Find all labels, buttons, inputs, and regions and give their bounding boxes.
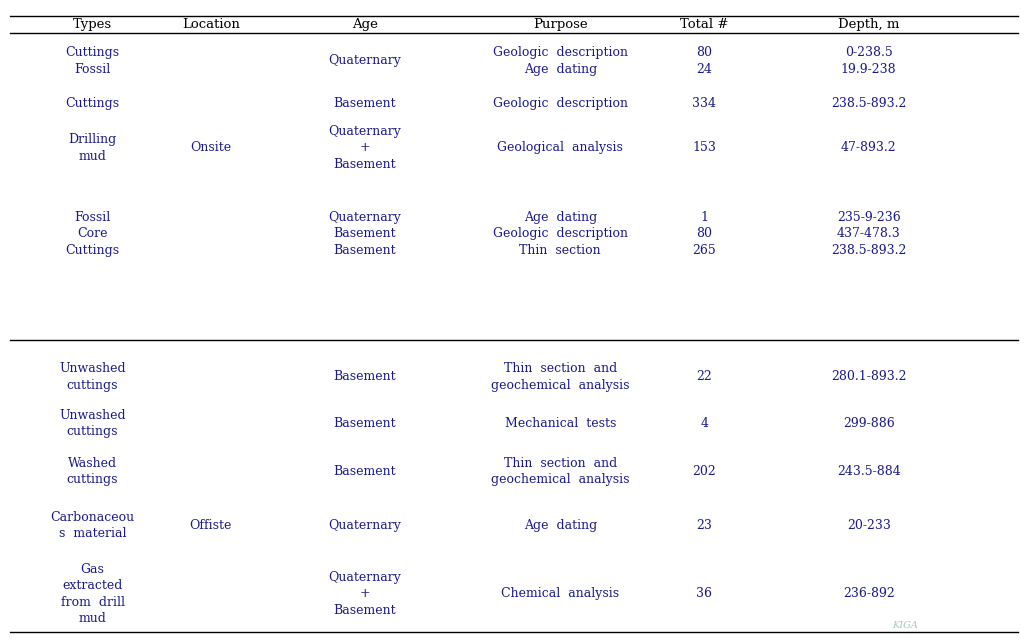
Text: Geological  analysis: Geological analysis bbox=[498, 141, 623, 154]
Text: Age  dating: Age dating bbox=[523, 519, 597, 532]
Text: 280.1-893.2: 280.1-893.2 bbox=[831, 371, 907, 383]
Text: Drilling
mud: Drilling mud bbox=[69, 133, 116, 163]
Text: Geologic  description: Geologic description bbox=[492, 97, 628, 110]
Text: Offiste: Offiste bbox=[189, 519, 232, 532]
Text: Quaternary
+
Basement: Quaternary + Basement bbox=[329, 571, 401, 617]
Text: Basement: Basement bbox=[334, 465, 396, 478]
Text: Quaternary
Basement
Basement: Quaternary Basement Basement bbox=[329, 211, 401, 257]
Text: 4: 4 bbox=[700, 417, 708, 430]
Text: 20-233: 20-233 bbox=[847, 519, 890, 532]
Text: 235-9-236
437-478.3
238.5-893.2: 235-9-236 437-478.3 238.5-893.2 bbox=[831, 211, 907, 257]
Text: Types: Types bbox=[73, 18, 112, 31]
Text: Age: Age bbox=[352, 18, 378, 31]
Text: Cuttings: Cuttings bbox=[66, 97, 119, 110]
Text: 36: 36 bbox=[696, 588, 712, 600]
Text: 22: 22 bbox=[696, 371, 712, 383]
Text: 238.5-893.2: 238.5-893.2 bbox=[831, 97, 907, 110]
Text: Quaternary: Quaternary bbox=[329, 54, 401, 67]
Text: Basement: Basement bbox=[334, 371, 396, 383]
Text: 1
80
265: 1 80 265 bbox=[692, 211, 717, 257]
Text: 153: 153 bbox=[692, 141, 717, 154]
Text: 202: 202 bbox=[692, 465, 717, 478]
Text: 80
24: 80 24 bbox=[696, 46, 712, 76]
Text: Washed
cuttings: Washed cuttings bbox=[67, 457, 118, 486]
Text: Chemical  analysis: Chemical analysis bbox=[502, 588, 619, 600]
Text: 0-238.5
19.9-238: 0-238.5 19.9-238 bbox=[841, 46, 896, 76]
Text: KIGA: KIGA bbox=[891, 621, 918, 630]
Text: Depth, m: Depth, m bbox=[838, 18, 900, 31]
Text: Unwashed
cuttings: Unwashed cuttings bbox=[60, 409, 125, 438]
Text: Onsite: Onsite bbox=[190, 141, 231, 154]
Text: 236-892: 236-892 bbox=[843, 588, 894, 600]
Text: 23: 23 bbox=[696, 519, 712, 532]
Text: Age  dating
Geologic  description
Thin  section: Age dating Geologic description Thin sec… bbox=[492, 211, 628, 257]
Text: Total #: Total # bbox=[680, 18, 729, 31]
Text: 243.5-884: 243.5-884 bbox=[837, 465, 901, 478]
Text: Carbonaceou
s  material: Carbonaceou s material bbox=[50, 511, 135, 540]
Text: Unwashed
cuttings: Unwashed cuttings bbox=[60, 362, 125, 392]
Text: Gas
extracted
from  drill
mud: Gas extracted from drill mud bbox=[61, 563, 124, 625]
Text: 334: 334 bbox=[692, 97, 717, 110]
Text: Cuttings
Fossil: Cuttings Fossil bbox=[66, 46, 119, 76]
Text: Quaternary: Quaternary bbox=[329, 519, 401, 532]
Text: Purpose: Purpose bbox=[533, 18, 588, 31]
Text: 47-893.2: 47-893.2 bbox=[841, 141, 896, 154]
Text: Basement: Basement bbox=[334, 417, 396, 430]
Text: 299-886: 299-886 bbox=[843, 417, 894, 430]
Text: Basement: Basement bbox=[334, 97, 396, 110]
Text: Thin  section  and
geochemical  analysis: Thin section and geochemical analysis bbox=[491, 362, 629, 392]
Text: Location: Location bbox=[182, 18, 240, 31]
Text: Fossil
Core
Cuttings: Fossil Core Cuttings bbox=[66, 211, 119, 257]
Text: Geologic  description
Age  dating: Geologic description Age dating bbox=[492, 46, 628, 76]
Text: Quaternary
+
Basement: Quaternary + Basement bbox=[329, 125, 401, 171]
Text: Thin  section  and
geochemical  analysis: Thin section and geochemical analysis bbox=[491, 457, 629, 486]
Text: Mechanical  tests: Mechanical tests bbox=[505, 417, 616, 430]
